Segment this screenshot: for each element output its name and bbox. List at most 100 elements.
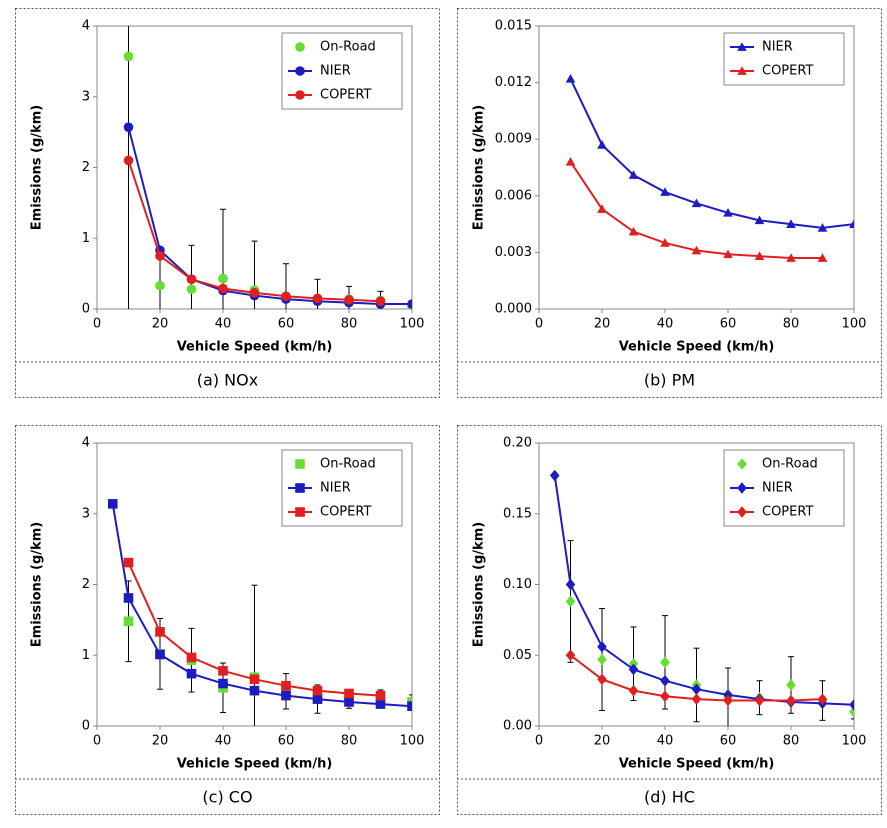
y-tick-label: 4 bbox=[82, 436, 90, 451]
x-tick-label: 40 bbox=[215, 317, 232, 332]
y-tick-label: 0 bbox=[82, 719, 90, 734]
x-tick-label: 80 bbox=[783, 317, 800, 332]
y-tick-label: 1 bbox=[82, 231, 90, 246]
marker bbox=[565, 74, 576, 83]
marker bbox=[628, 226, 639, 236]
marker bbox=[218, 666, 228, 676]
legend-label: NIER bbox=[320, 64, 351, 79]
marker bbox=[691, 683, 702, 696]
y-tick-label: 0.00 bbox=[503, 719, 532, 734]
y-tick-label: 0 bbox=[82, 302, 90, 317]
marker bbox=[155, 280, 165, 291]
legend-label: COPERT bbox=[762, 64, 813, 79]
marker bbox=[817, 223, 828, 232]
x-tick-label: 100 bbox=[400, 317, 425, 332]
marker bbox=[186, 652, 197, 663]
marker bbox=[565, 595, 576, 608]
x-tick-label: 0 bbox=[535, 734, 543, 749]
y-tick-label: 2 bbox=[82, 160, 90, 175]
x-tick-label: 40 bbox=[657, 734, 674, 749]
marker bbox=[123, 593, 134, 603]
y-tick-label: 2 bbox=[82, 577, 90, 592]
x-tick-label: 0 bbox=[93, 734, 101, 749]
panel-border bbox=[457, 425, 882, 815]
marker bbox=[218, 678, 228, 689]
legend-label: On-Road bbox=[762, 457, 818, 472]
marker bbox=[691, 693, 702, 705]
legend-box bbox=[723, 32, 845, 86]
legend-label: NIER bbox=[762, 40, 793, 55]
legend: On-Road NIER COPERT bbox=[723, 449, 845, 527]
marker bbox=[186, 274, 197, 285]
marker bbox=[786, 694, 796, 707]
x-tick-label: 20 bbox=[152, 317, 169, 332]
y-tick-label: 0.003 bbox=[495, 245, 532, 260]
y-tick-label: 0.015 bbox=[495, 19, 532, 34]
legend-label: NIER bbox=[320, 481, 351, 496]
marker bbox=[628, 684, 639, 697]
y-tick-label: 0.20 bbox=[503, 436, 532, 451]
marker bbox=[312, 694, 323, 704]
marker bbox=[597, 204, 607, 213]
plot-area bbox=[107, 499, 412, 726]
marker bbox=[565, 649, 576, 662]
y-axis-title: Emissions (g/km) bbox=[30, 105, 45, 230]
marker bbox=[155, 649, 165, 660]
marker bbox=[123, 155, 134, 166]
y-tick-label: 4 bbox=[82, 19, 90, 34]
x-tick-label: 60 bbox=[720, 734, 737, 749]
marker bbox=[628, 170, 639, 179]
marker bbox=[155, 251, 165, 261]
legend-label: COPERT bbox=[320, 505, 371, 520]
marker bbox=[344, 688, 354, 699]
legend: NIER COPERT bbox=[723, 32, 845, 86]
x-tick-label: 100 bbox=[842, 317, 867, 332]
y-axis-title: Emissions (g/km) bbox=[30, 522, 45, 647]
marker bbox=[754, 251, 765, 261]
marker bbox=[155, 627, 165, 637]
series-line bbox=[127, 126, 412, 306]
marker bbox=[597, 673, 607, 686]
legend-label: On-Road bbox=[320, 457, 376, 472]
legend-marker bbox=[737, 66, 747, 75]
marker bbox=[660, 187, 670, 196]
marker bbox=[123, 557, 134, 568]
x-axis-title: Vehicle Speed (km/h) bbox=[619, 757, 775, 772]
legend-label: NIER bbox=[762, 481, 793, 496]
caption: (b) PM bbox=[644, 371, 695, 390]
x-tick-label: 80 bbox=[341, 734, 358, 749]
caption: (c) CO bbox=[202, 788, 252, 807]
marker bbox=[691, 198, 702, 208]
y-tick-label: 0.10 bbox=[503, 577, 532, 592]
marker bbox=[817, 253, 828, 262]
marker bbox=[660, 674, 670, 687]
x-tick-label: 60 bbox=[278, 734, 295, 749]
marker bbox=[786, 219, 796, 228]
error-bar bbox=[128, 26, 129, 309]
marker bbox=[754, 694, 765, 707]
marker bbox=[186, 284, 197, 294]
marker bbox=[849, 219, 854, 228]
marker bbox=[660, 690, 670, 703]
marker bbox=[597, 653, 607, 666]
marker bbox=[597, 640, 607, 653]
x-tick-label: 20 bbox=[152, 734, 169, 749]
x-tick-label: 0 bbox=[93, 317, 101, 332]
x-axis-title: Vehicle Speed (km/h) bbox=[177, 340, 333, 355]
marker bbox=[565, 157, 576, 166]
marker bbox=[660, 238, 670, 247]
x-tick-label: 100 bbox=[842, 734, 867, 749]
x-tick-label: 100 bbox=[400, 734, 425, 749]
caption: (d) HC bbox=[644, 788, 695, 807]
marker bbox=[407, 299, 412, 309]
plot-frame bbox=[538, 25, 855, 310]
marker bbox=[786, 253, 796, 262]
marker bbox=[375, 690, 386, 701]
x-tick-label: 0 bbox=[535, 317, 543, 332]
x-tick-label: 40 bbox=[215, 734, 232, 749]
marker bbox=[107, 499, 118, 509]
legend: On-Road NIER COPERT bbox=[281, 32, 403, 110]
x-tick-label: 60 bbox=[278, 317, 295, 332]
